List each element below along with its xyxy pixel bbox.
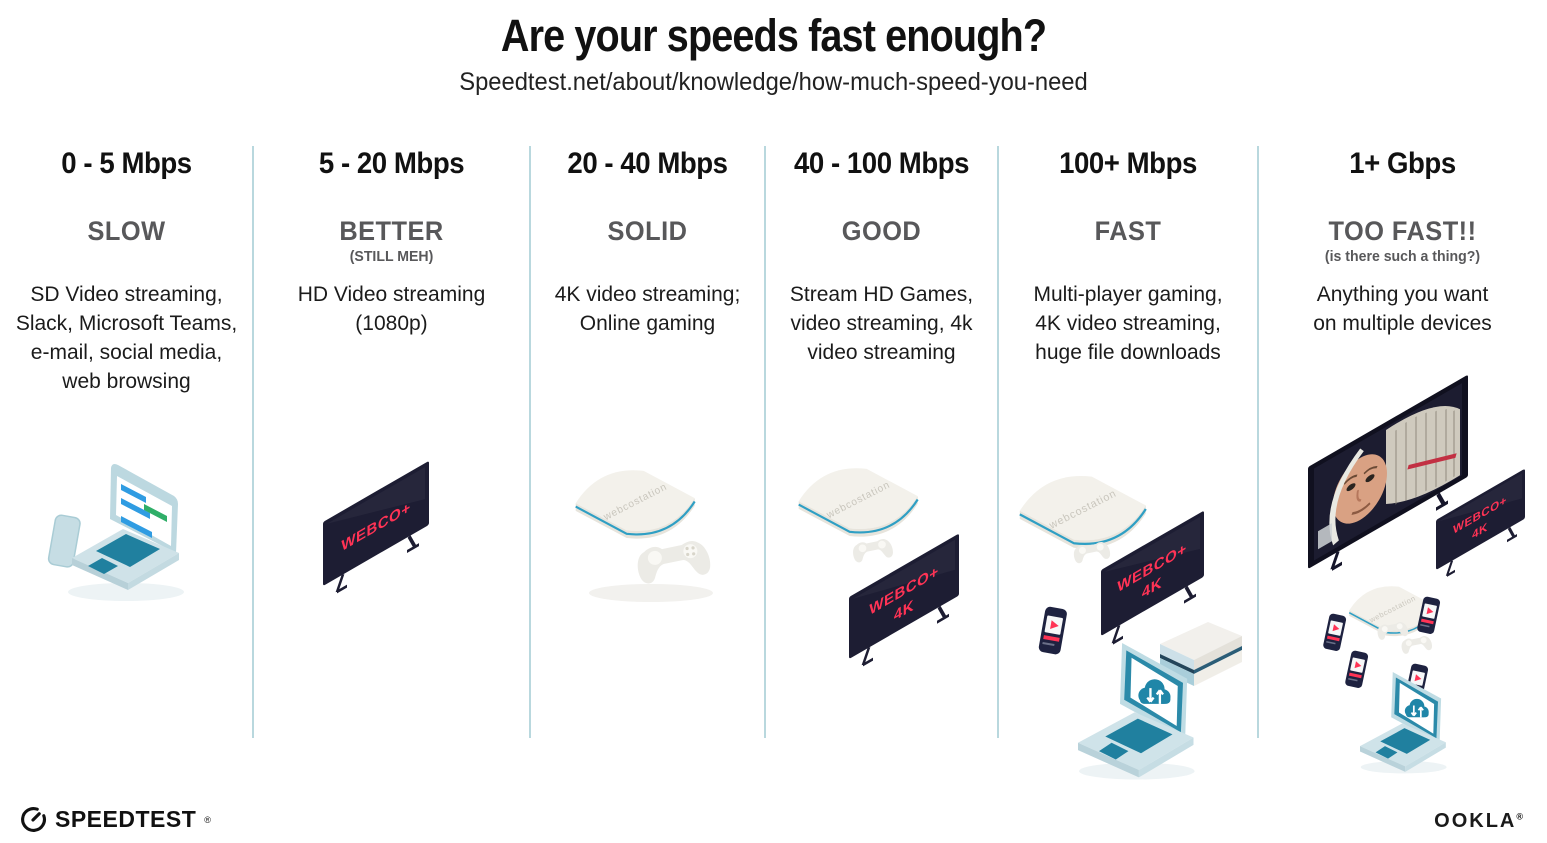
- speed-range: 5 - 20 Mbps: [318, 147, 465, 180]
- laptop-icon: [72, 464, 179, 590]
- page-header: Are your speeds fast enough? Speedtest.n…: [0, 0, 1547, 97]
- rating-label: SOLID: [607, 216, 688, 246]
- game-console-icon: webcostation: [798, 468, 919, 537]
- rating-label: BETTER: [339, 216, 444, 246]
- column-100-plus-mbps: 100+ Mbps FAST Multi-player gaming, 4K v…: [998, 140, 1259, 780]
- column-1-plus-gbps: 1+ Gbps TOO FAST!! (is there such a thin…: [1258, 140, 1547, 774]
- page-subtitle-url[interactable]: Speedtest.net/about/knowledge/how-much-s…: [459, 68, 1088, 96]
- multi-device-illustration: webcostation WEBCO+ 4K: [1019, 475, 1242, 780]
- ookla-trademark: ®: [1516, 811, 1525, 822]
- game-controller-icon: [637, 541, 711, 584]
- shadow: [589, 584, 713, 602]
- tier-description: 4K video streaming; Online gaming: [554, 283, 741, 335]
- footer: SPEEDTEST ® OOKLA®: [0, 798, 1547, 843]
- speedtest-wordmark: SPEEDTEST: [55, 806, 197, 832]
- smartphone-icon: [1417, 596, 1441, 634]
- tier-description: SD Video streaming, Slack, Microsoft Tea…: [15, 283, 238, 393]
- laptop-and-phone-illustration: [47, 464, 184, 601]
- tv-4k-icon: WEBCO+ 4K: [1101, 511, 1204, 645]
- speed-range: 100+ Mbps: [1059, 147, 1197, 180]
- column-40-100-mbps: 40 - 100 Mbps GOOD Stream HD Games, vide…: [765, 140, 999, 760]
- ookla-wordmark: OOKLA: [1434, 810, 1517, 832]
- rating-label: GOOD: [841, 216, 922, 246]
- tier-description: Anything you want on multiple devices: [1313, 283, 1492, 335]
- column-0-5-mbps: 0 - 5 Mbps SLOW SD Video streaming, Slac…: [0, 140, 254, 760]
- tv-4k-icon: WEBCO+ 4K: [1436, 469, 1525, 577]
- console-and-4k-tv-illustration: webcostation WEBCO+ 4K: [798, 468, 959, 667]
- ookla-logo: OOKLA®: [1434, 810, 1525, 833]
- hd-tv-illustration: WEBCO+: [323, 461, 429, 594]
- phone-icon: [47, 514, 81, 568]
- smartphone-icon: [1038, 606, 1067, 655]
- rating-note: [1006, 246, 1250, 272]
- smartphone-icon: [1323, 613, 1347, 651]
- game-controller-icon: [853, 539, 893, 563]
- tv-4k-icon: WEBCO+ 4K: [849, 534, 959, 667]
- tier-description: Stream HD Games, video streaming, 4k vid…: [789, 283, 974, 364]
- everything-illustration: WEBCO+ 4K webcostation: [1308, 375, 1525, 774]
- rating-note: (STILL MEH): [349, 248, 434, 265]
- rating-note: [537, 246, 758, 272]
- game-console-icon: webcostation: [1348, 586, 1437, 637]
- rating-note: [8, 246, 246, 272]
- speedtest-gauge-icon: [21, 807, 46, 832]
- chat-bubble-icon: [144, 504, 167, 522]
- speedtest-logo: SPEEDTEST ®: [20, 806, 211, 833]
- keyboard: [96, 534, 160, 567]
- shadow: [68, 583, 184, 601]
- game-controller-icon: [1377, 622, 1409, 640]
- rating-note: (is there such a thing?): [1324, 248, 1481, 265]
- tv-icon: WEBCO+: [323, 461, 429, 594]
- cloud-download-icon: [1138, 679, 1171, 704]
- rating-label: FAST: [1094, 216, 1162, 246]
- smartphone-icon: [1345, 650, 1369, 688]
- big-tv-movie-icon: [1308, 375, 1468, 571]
- page-title: Are your speeds fast enough?: [500, 10, 1047, 61]
- chat-bubble-icon: [121, 498, 150, 519]
- speed-range: 40 - 100 Mbps: [793, 147, 970, 180]
- game-console-illustration: webcostation: [575, 470, 713, 602]
- tier-description: Multi-player gaming, 4K video streaming,…: [1033, 283, 1223, 364]
- rating-label: SLOW: [87, 216, 166, 246]
- column-20-40-mbps: 20 - 40 Mbps SOLID 4K video streaming; O…: [530, 140, 766, 760]
- game-console-icon: webcostation: [575, 470, 696, 539]
- chat-bubble-icon: [121, 516, 152, 538]
- rating-label: TOO FAST!!: [1328, 216, 1477, 246]
- rating-note: [772, 246, 991, 272]
- speed-range: 1+ Gbps: [1349, 147, 1456, 180]
- laptop-download-icon: [1078, 643, 1195, 780]
- speed-range: 20 - 40 Mbps: [567, 147, 728, 180]
- speed-range: 0 - 5 Mbps: [61, 147, 192, 180]
- tier-description: HD Video streaming (1080p): [297, 283, 486, 335]
- speed-tier-columns: 0 - 5 Mbps SLOW SD Video streaming, Slac…: [0, 140, 1547, 780]
- column-5-20-mbps: 5 - 20 Mbps BETTER (STILL MEH) HD Video …: [253, 140, 531, 760]
- game-controller-icon: [1401, 636, 1433, 654]
- cloud-download-icon: [1404, 698, 1429, 718]
- chat-bubble-icon: [121, 484, 146, 503]
- laptop-download-icon: [1360, 672, 1447, 774]
- game-console-icon: webcostation: [1019, 475, 1147, 549]
- touchpad: [88, 558, 118, 574]
- game-controller-icon: [1073, 542, 1111, 564]
- astronaut-face-screen: [1318, 406, 1460, 550]
- speedtest-trademark: ®: [204, 814, 211, 825]
